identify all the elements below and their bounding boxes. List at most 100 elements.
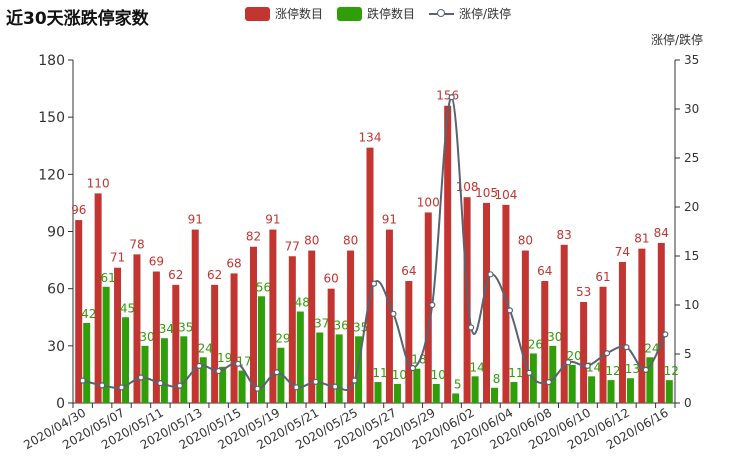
data-label-limit-down: 8 xyxy=(493,372,501,386)
bar-limit-down xyxy=(219,366,227,403)
data-label-limit-down: 24 xyxy=(644,341,659,355)
ratio-point xyxy=(118,384,125,391)
data-label-limit-down: 12 xyxy=(605,364,620,378)
bar-limit-up xyxy=(599,286,607,403)
data-label-limit-up: 83 xyxy=(557,228,572,242)
data-label-limit-up: 71 xyxy=(110,251,125,265)
ratio-point xyxy=(79,377,86,384)
bar-limit-down xyxy=(141,345,149,403)
data-label-limit-down: 20 xyxy=(567,349,582,363)
ratio-point xyxy=(157,380,164,387)
legend-item-limit-down[interactable]: 跌停数目 xyxy=(337,5,415,22)
bar-limit-up xyxy=(211,284,219,403)
data-label-limit-down: 24 xyxy=(198,341,213,355)
data-label-limit-down: 26 xyxy=(528,337,543,351)
bar-limit-up xyxy=(94,193,102,403)
ratio-point xyxy=(642,366,649,373)
ratio-point xyxy=(584,362,591,369)
bar-limit-down xyxy=(393,383,401,403)
data-label-limit-up: 53 xyxy=(576,285,591,299)
ratio-point xyxy=(176,382,183,389)
data-label-limit-down: 30 xyxy=(547,330,562,344)
bar-limit-up xyxy=(541,281,549,403)
y-right-tick-label: 0 xyxy=(684,396,692,410)
bar-limit-up xyxy=(327,288,335,403)
data-label-limit-down: 36 xyxy=(334,318,349,332)
bar-limit-up xyxy=(385,229,393,403)
data-label-limit-down: 61 xyxy=(100,271,115,285)
ratio-point xyxy=(487,271,494,278)
legend-label-limit-up: 涨停数目 xyxy=(275,7,324,21)
ratio-point xyxy=(506,307,514,314)
data-label-limit-down: 56 xyxy=(256,280,271,294)
data-label-limit-up: 110 xyxy=(87,176,110,190)
data-label-limit-up: 62 xyxy=(207,268,222,282)
y-right-tick-label: 35 xyxy=(684,53,699,67)
bar-limit-down xyxy=(549,345,557,403)
ratio-point xyxy=(351,377,358,384)
ratio-point xyxy=(429,301,436,309)
bar-limit-down xyxy=(452,393,460,403)
bar-limit-down xyxy=(646,357,654,403)
bar-limit-up xyxy=(444,105,452,403)
y-right-tick-label: 20 xyxy=(684,200,699,214)
bar-limit-down xyxy=(102,286,110,403)
data-label-limit-up: 82 xyxy=(246,230,261,244)
bar-limit-up xyxy=(560,244,568,403)
data-label-limit-up: 68 xyxy=(226,256,241,270)
y-left-tick-label: 60 xyxy=(47,282,65,298)
ratio-point xyxy=(215,367,222,375)
bar-limit-up xyxy=(269,229,277,403)
bar-limit-down xyxy=(510,382,518,403)
bar-limit-up xyxy=(405,281,413,403)
data-label-limit-down: 11 xyxy=(508,366,523,380)
bar-limit-down xyxy=(355,336,363,403)
ratio-point xyxy=(603,350,611,357)
data-label-limit-down: 35 xyxy=(178,320,193,334)
data-label-limit-up: 77 xyxy=(285,239,300,253)
data-label-limit-down: 45 xyxy=(120,301,135,315)
y-right-tick-label: 5 xyxy=(684,347,692,361)
legend-item-limit-up[interactable]: 涨停数目 xyxy=(245,5,323,22)
data-label-limit-down: 14 xyxy=(469,360,484,374)
ratio-point xyxy=(370,280,378,287)
data-label-limit-down: 30 xyxy=(139,330,154,344)
y-right-axis-label: 涨停/跌停 xyxy=(651,32,703,47)
data-label-limit-down: 10 xyxy=(392,368,407,382)
data-label-limit-up: 156 xyxy=(436,89,459,103)
ratio-point xyxy=(448,94,455,101)
bar-limit-down xyxy=(238,370,246,403)
ratio-point xyxy=(273,369,281,376)
bar-limit-up xyxy=(230,273,238,403)
legend-label-ratio: 涨停/跌停 xyxy=(459,7,512,21)
data-label-limit-up: 80 xyxy=(304,234,319,248)
data-label-limit-up: 61 xyxy=(595,270,610,284)
y-right-tick-label: 15 xyxy=(684,249,699,263)
data-label-limit-down: 37 xyxy=(314,316,329,330)
data-label-limit-up: 134 xyxy=(359,131,382,145)
bar-limit-up xyxy=(618,261,626,403)
bar-limit-up xyxy=(483,202,491,403)
data-label-limit-down: 34 xyxy=(159,322,174,336)
data-label-limit-up: 78 xyxy=(129,237,144,251)
data-label-limit-down: 48 xyxy=(295,296,310,310)
data-label-limit-up: 60 xyxy=(324,272,339,286)
ratio-point xyxy=(467,324,475,331)
legend-item-ratio[interactable]: 涨停/跌停 xyxy=(429,5,511,22)
bar-limit-down xyxy=(568,364,576,403)
bar-limit-down xyxy=(277,347,285,403)
y-left-tick-label: 150 xyxy=(38,110,65,126)
bar-limit-up xyxy=(249,246,257,403)
ratio-point xyxy=(623,344,630,351)
data-label-limit-up: 69 xyxy=(149,255,164,269)
bar-limit-down xyxy=(626,378,634,403)
y-left-tick-label: 0 xyxy=(56,396,65,412)
bar-limit-down xyxy=(607,380,615,403)
bar-limit-down xyxy=(432,383,440,403)
bar-limit-up xyxy=(133,254,141,403)
bar-limit-down xyxy=(160,338,168,403)
bar-limit-down xyxy=(180,336,188,403)
ratio-point xyxy=(526,369,533,376)
legend-swatch-limit-down xyxy=(337,6,363,21)
ratio-point xyxy=(99,382,106,389)
